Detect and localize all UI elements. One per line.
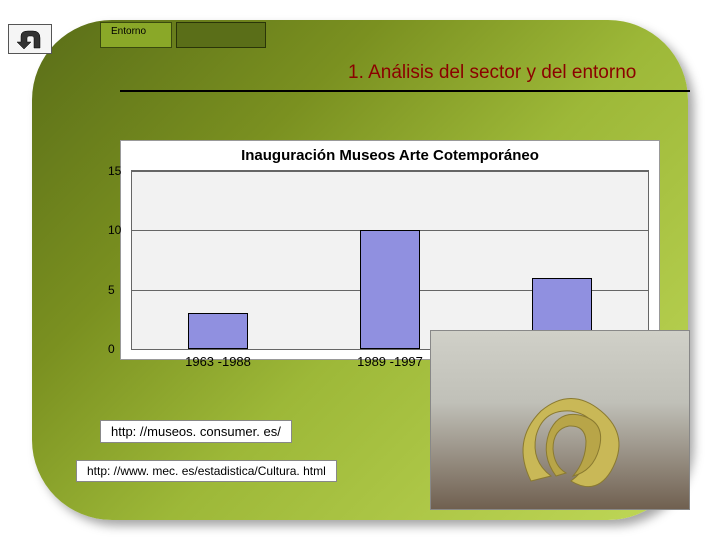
back-button[interactable] [8,24,52,54]
sculpture-icon [501,381,641,501]
tab-label: Entorno [111,26,146,37]
x-tick-label: 1963 -1988 [185,354,251,369]
y-tick-label: 0 [108,342,115,356]
chart-bar [360,230,420,349]
section-heading: 1. Análisis del sector y del entorno [348,62,636,84]
tab-entorno[interactable]: Entorno [100,22,172,48]
x-tick-label: 1989 -1997 [357,354,423,369]
museum-photo [430,330,690,510]
u-turn-icon [15,28,45,50]
chart-bar [188,313,248,349]
tab-shadow [176,22,266,48]
chart-title: Inauguración Museos Arte Cotemporáneo [131,147,649,164]
link-text: http: //www. mec. es/estadistica/Cultura… [87,464,326,478]
chart-panel: Inauguración Museos Arte Cotemporáneo 05… [120,140,660,360]
y-tick-label: 10 [108,223,121,237]
link-text: http: //museos. consumer. es/ [111,424,281,439]
link-mec[interactable]: http: //www. mec. es/estadistica/Cultura… [76,460,337,482]
chart-plot-area: 0510151963 -19881989 -19971998 - [131,170,649,350]
heading-underline [120,90,690,92]
y-tick-label: 5 [108,283,115,297]
link-museos[interactable]: http: //museos. consumer. es/ [100,420,292,443]
y-tick-label: 15 [108,164,121,178]
